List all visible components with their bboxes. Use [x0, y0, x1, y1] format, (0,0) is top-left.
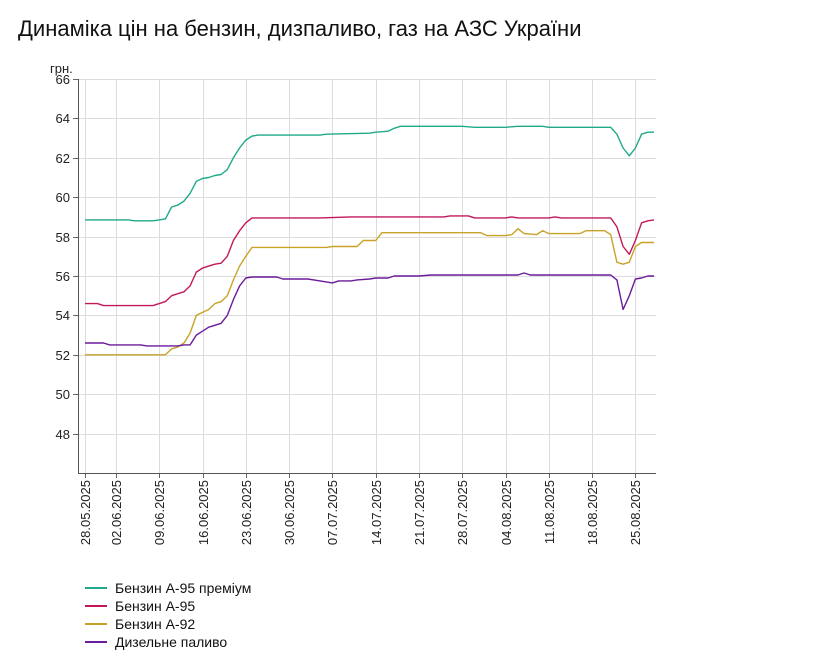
chart-title: Динаміка цін на бензин, дизпаливо, газ н…: [18, 16, 582, 41]
y-axis-label: грн.: [50, 61, 73, 76]
y-tick-label: 66: [56, 72, 70, 87]
legend-item: Бензин А-95: [85, 597, 251, 615]
x-tick-label: 18.08.2025: [585, 480, 600, 545]
series-line-0: [85, 125, 654, 222]
legend-swatch: [85, 605, 107, 607]
y-tick-label: 52: [56, 348, 70, 363]
x-tick-label: 21.07.2025: [412, 480, 427, 545]
series-line-2: [85, 227, 654, 356]
line-chart: 48 50 52 54 56 58 60 62 64 66 28.05.2025 02.06.2025…: [50, 61, 656, 545]
y-tick-label: 58: [56, 230, 70, 245]
series-lines: [85, 125, 655, 356]
x-tick-label: 28.07.2025: [455, 480, 470, 545]
x-tick-label: 11.08.2025: [542, 480, 557, 544]
y-tick-label: 56: [56, 269, 70, 284]
x-tick-label: 14.07.2025: [369, 480, 384, 545]
x-tick-label: 04.08.2025: [499, 480, 514, 545]
legend-swatch: [85, 587, 107, 589]
x-tick-label: 07.07.2025: [325, 480, 340, 545]
x-tick-label: 30.06.2025: [282, 480, 297, 545]
y-tick-label: 54: [56, 308, 70, 323]
legend-item: Дизельне паливо: [85, 633, 251, 651]
legend-label: Бензин А-95 преміум: [115, 580, 252, 596]
legend-swatch: [85, 623, 107, 625]
series-line-1: [85, 215, 655, 307]
y-tick-label: 50: [56, 387, 70, 402]
legend-item: Бензин А-92: [85, 615, 251, 633]
x-tick-label: 02.06.2025: [109, 480, 124, 545]
series-line-3: [85, 272, 654, 347]
x-tick-label: 09.06.2025: [152, 480, 167, 545]
x-tick-label: 25.08.2025: [628, 480, 643, 545]
y-tick-label: 60: [56, 190, 70, 205]
x-tick-label: 23.06.2025: [239, 480, 254, 545]
legend: Бензин А-95 преміум Бензин А-95 Бензин А-9…: [85, 579, 251, 651]
grid: [78, 79, 656, 473]
legend-label: Бензин А-92: [115, 616, 196, 632]
y-tick-label: 64: [56, 111, 70, 126]
legend-label: Дизельне паливо: [115, 634, 228, 650]
tick-labels: 48 50 52 54 56 58 60 62 64 66 28.05.2025 02.06.2025…: [50, 61, 643, 545]
legend-label: Бензин А-95: [115, 598, 196, 614]
y-tick-label: 48: [56, 427, 70, 442]
y-tick-label: 62: [56, 151, 70, 166]
axes: [73, 79, 656, 478]
legend-item: Бензин А-95 преміум: [85, 579, 251, 597]
x-tick-label: 16.06.2025: [196, 480, 211, 545]
x-tick-label: 28.05.2025: [78, 480, 93, 545]
legend-swatch: [85, 641, 107, 643]
